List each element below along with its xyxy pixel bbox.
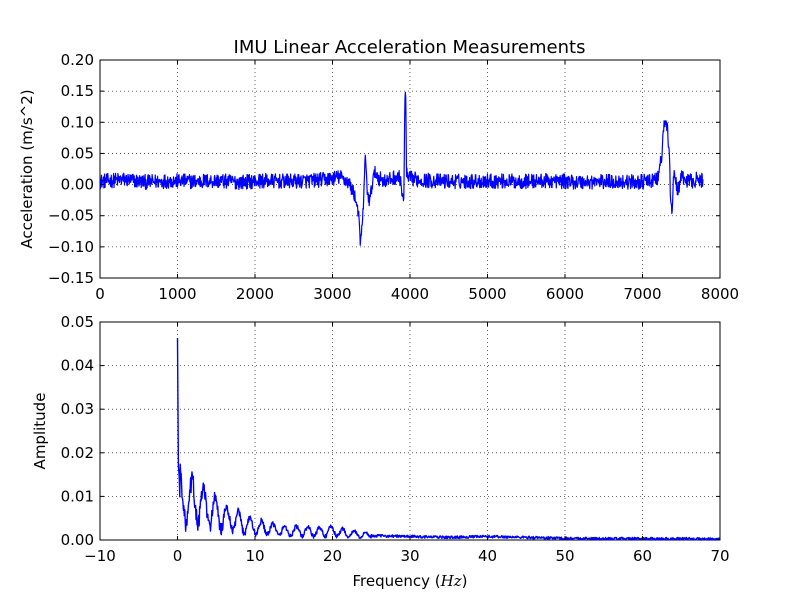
top-y-tick-label: −0.05 <box>48 207 94 225</box>
bottom-y-tick-label: 0.00 <box>61 531 94 549</box>
top-y-tick-label: 0.00 <box>61 176 94 194</box>
frequency-series <box>176 338 721 541</box>
acceleration-series <box>99 91 704 246</box>
top-series-line <box>99 91 704 246</box>
top-y-tick-label: −0.10 <box>48 238 94 256</box>
top-x-tick-label: 0 <box>95 285 105 303</box>
top-x-tick-label: 4000 <box>391 285 429 303</box>
frequency-x-axis-label-text: Frequency ( <box>353 572 441 590</box>
top-y-tick-label: −0.15 <box>48 269 94 287</box>
frequency-x-axis-label-unit: Hz <box>440 572 462 590</box>
top-x-tick-label: 5000 <box>468 285 506 303</box>
bottom-series-line <box>176 338 721 541</box>
frequency-ticks: −10 0 10 20 30 40 50 60 70 0.05 0.04 0.03 0.02 0.01 0.… <box>61 313 730 565</box>
bottom-x-tick-label: 20 <box>323 547 342 565</box>
bottom-y-tick-label: 0.02 <box>61 444 94 462</box>
acceleration-ticks: 0 1000 2000 3000 4000 5000 6000 7000 8000 0.20 0.1… <box>48 51 739 303</box>
bottom-x-tick-label: 40 <box>478 547 497 565</box>
bottom-x-tick-label: −10 <box>84 547 116 565</box>
top-x-tick-label: 8000 <box>701 285 739 303</box>
frequency-x-axis-label: Frequency (Hz) <box>353 572 468 590</box>
chart-title: IMU Linear Acceleration Measurements <box>234 37 586 58</box>
bottom-x-tick-label: 50 <box>555 547 574 565</box>
top-y-tick-label: 0.15 <box>61 82 94 100</box>
bottom-y-tick-label: 0.04 <box>61 357 94 375</box>
bottom-x-tick-label: 30 <box>400 547 419 565</box>
bottom-y-tick-label: 0.05 <box>61 313 94 331</box>
frequency-y-axis-label: Amplitude <box>31 393 49 470</box>
bottom-y-tick-label: 0.03 <box>61 400 94 418</box>
top-x-tick-label: 6000 <box>546 285 584 303</box>
frequency-x-axis-label-close: ) <box>462 572 468 590</box>
top-x-tick-label: 1000 <box>158 285 196 303</box>
frequency-plot: −10 0 10 20 30 40 50 60 70 0.05 0.04 0.03 0.02 0.01 0.… <box>31 313 730 590</box>
top-y-tick-label: 0.10 <box>61 113 94 131</box>
bottom-x-tick-label: 0 <box>173 547 183 565</box>
bottom-x-tick-label: 70 <box>710 547 729 565</box>
acceleration-y-axis-label: Acceleration (m/s^2) <box>18 89 36 248</box>
top-x-tick-label: 2000 <box>236 285 274 303</box>
acceleration-plot: IMU Linear Acceleration Measurements 0 10… <box>18 37 739 303</box>
top-x-tick-label: 7000 <box>623 285 661 303</box>
bottom-y-tick-label: 0.01 <box>61 487 94 505</box>
bottom-x-tick-label: 60 <box>633 547 652 565</box>
top-y-tick-label: 0.05 <box>61 144 94 162</box>
bottom-x-tick-label: 10 <box>245 547 264 565</box>
top-y-tick-label: 0.20 <box>61 51 94 69</box>
top-x-tick-label: 3000 <box>313 285 351 303</box>
